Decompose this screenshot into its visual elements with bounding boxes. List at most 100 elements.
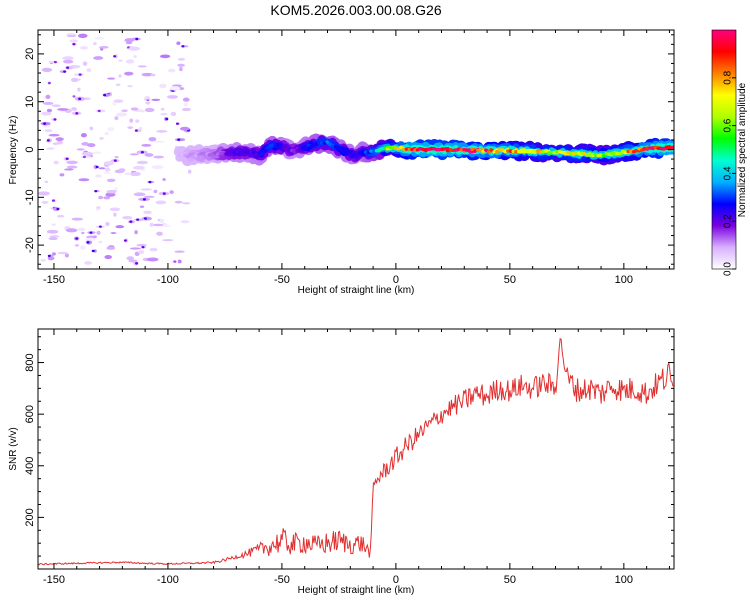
noise-blob <box>57 108 69 111</box>
noise-blob <box>91 151 102 155</box>
noise-core <box>103 93 107 97</box>
noise-blob <box>98 240 103 244</box>
noise-blob <box>160 107 165 111</box>
noise-blob <box>103 161 114 166</box>
noise-core <box>95 165 99 169</box>
noise-core <box>47 254 51 258</box>
colorbar-tick-label: 0.6 <box>723 118 734 132</box>
noise-blob <box>113 212 117 217</box>
noise-core <box>65 157 69 161</box>
noise-blob <box>151 98 161 101</box>
noise-blob <box>114 155 119 159</box>
noise-core <box>91 249 95 253</box>
noise-blob <box>62 56 74 61</box>
noise-blob <box>104 255 113 260</box>
noise-blob <box>113 99 124 103</box>
noise-blob <box>84 238 97 241</box>
noise-blob <box>132 165 145 170</box>
noise-core <box>143 217 147 220</box>
noise-blob <box>183 102 189 107</box>
noise-blob <box>162 178 166 181</box>
noise-blob <box>106 178 116 183</box>
noise-blob <box>180 220 190 224</box>
noise-blob <box>82 61 88 66</box>
noise-core <box>142 198 146 201</box>
noise-blob <box>179 66 183 72</box>
noise-blob <box>81 151 94 156</box>
colorbar-tick-label: 0.4 <box>723 166 734 180</box>
noise-blob <box>162 239 174 242</box>
noise-blob <box>115 112 128 117</box>
noise-blob <box>170 111 177 117</box>
noise-blob <box>168 68 176 73</box>
noise-blob <box>150 73 156 77</box>
noise-core <box>86 241 90 244</box>
noise-blob <box>95 174 102 178</box>
noise-blob <box>160 112 168 116</box>
noise-blob <box>177 57 186 61</box>
noise-blob <box>53 160 59 165</box>
noise-blob <box>141 72 154 77</box>
noise-blob <box>103 196 111 200</box>
snr-frame <box>37 328 675 570</box>
spectrogram-ytick-label: -20 <box>24 237 36 253</box>
noise-blob <box>115 225 125 229</box>
noise-blob <box>144 107 155 113</box>
noise-blob <box>51 104 61 108</box>
noise-blob <box>44 129 53 133</box>
snr-xtick-label: -50 <box>274 574 290 586</box>
noise-blob <box>103 171 112 175</box>
snr-ytick-label: 800 <box>24 353 36 371</box>
noise-blob <box>106 189 117 194</box>
noise-core <box>135 262 139 265</box>
noise-blob <box>66 165 78 169</box>
noise-blob <box>65 228 78 233</box>
noise-blob <box>141 143 152 147</box>
noise-blob <box>96 230 101 235</box>
noise-core <box>72 42 76 46</box>
colorbar-tick-label: 0.8 <box>723 70 734 84</box>
snr-ylabel: SNR (v/v) <box>8 427 19 470</box>
noise-blob <box>57 251 68 255</box>
snr-xtick-label: 0 <box>393 574 399 586</box>
ridge-segment <box>188 152 196 157</box>
noise-blob <box>134 218 145 221</box>
noise-blob <box>105 192 116 197</box>
spectrogram-xtick-label: 50 <box>504 274 516 286</box>
noise-blob <box>122 216 133 220</box>
spectrogram-ytick-label: 10 <box>24 96 36 108</box>
noise-blob <box>118 74 122 78</box>
snr-xtick-label: -150 <box>43 574 65 586</box>
spectrogram-xtick-label: -150 <box>43 274 65 286</box>
noise-core <box>63 70 67 73</box>
noise-core <box>75 112 79 115</box>
noise-core <box>165 117 169 121</box>
noise-blob <box>177 63 185 67</box>
noise-blob <box>129 153 139 156</box>
colorbar-tick-label: 0.2 <box>723 214 734 228</box>
snr-ytick-label: 400 <box>24 457 36 475</box>
snr-series-line <box>38 337 674 566</box>
noise-core <box>141 245 145 249</box>
noise-blob <box>41 200 49 204</box>
noise-blob <box>154 140 165 143</box>
noise-blob <box>153 189 158 194</box>
noise-blob <box>128 46 141 51</box>
noise-blob <box>86 68 92 72</box>
noise-blob <box>169 86 181 91</box>
noise-blob <box>99 136 104 140</box>
noise-blob <box>86 143 96 148</box>
noise-blob <box>166 95 178 99</box>
ridge-segment <box>507 145 517 152</box>
noise-core <box>148 180 152 184</box>
noise-blob <box>148 136 157 142</box>
noise-blob <box>182 97 190 102</box>
noise-core <box>78 73 82 76</box>
noise-core <box>129 220 133 223</box>
noise-blob <box>143 195 155 198</box>
noise-blob <box>118 168 126 172</box>
noise-blob <box>129 171 141 177</box>
noise-blob <box>130 107 139 111</box>
noise-blob <box>64 168 74 171</box>
